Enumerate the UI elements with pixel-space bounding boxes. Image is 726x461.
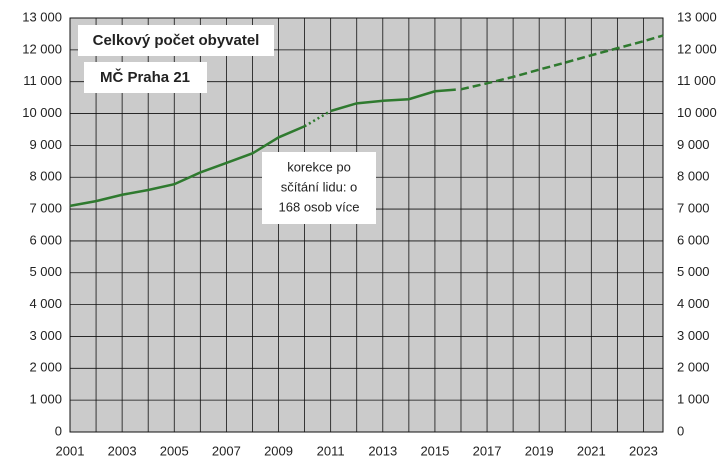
- x-tick-label: 2009: [264, 443, 293, 458]
- y2-tick-label: 2 000: [677, 360, 710, 375]
- y-tick-label: 6 000: [29, 232, 62, 247]
- chart-subtitle: MČ Praha 21: [100, 68, 190, 86]
- annotation: 168 osob více: [279, 199, 360, 214]
- series-line: [330, 88, 456, 113]
- series-line: [303, 109, 332, 128]
- y-tick-label: 7 000: [29, 201, 62, 216]
- plot-border: [69, 17, 664, 433]
- x-tick-label: 2013: [368, 443, 397, 458]
- y-tick-label: 11 000: [23, 73, 62, 88]
- y2-tick-label: 3 000: [677, 328, 710, 343]
- y2-tick-label: 7 000: [677, 201, 710, 216]
- y2-tick-label: 1 000: [677, 392, 710, 407]
- x-tick-label: 2005: [160, 443, 189, 458]
- annotation: sčítání lidu: o: [281, 179, 358, 194]
- y2-tick-label: 4 000: [677, 296, 710, 311]
- y2-tick-label: 13 000: [677, 9, 717, 24]
- series-line: [69, 125, 306, 208]
- x-tick-label: 2015: [420, 443, 449, 458]
- y-tick-label: 10 000: [22, 105, 62, 120]
- y-tick-label: 13 000: [22, 9, 62, 24]
- y2-tick-label: 10 000: [677, 105, 717, 120]
- annotation-box: [262, 152, 376, 224]
- y-tick-label: 4 000: [29, 296, 62, 311]
- x-tick-label: 2011: [317, 443, 345, 458]
- y2-tick-label: 9 000: [677, 137, 710, 152]
- x-tick-label: 2021: [577, 443, 606, 458]
- y2-tick-label: 8 000: [677, 169, 710, 184]
- y-tick-label: 1 000: [29, 392, 62, 407]
- y2-tick-label: 5 000: [677, 264, 710, 279]
- y2-tick-label: 12 000: [677, 41, 717, 56]
- y-tick-label: 8 000: [29, 169, 62, 184]
- y-tick-label: 2 000: [29, 360, 62, 375]
- x-tick-label: 2019: [525, 443, 554, 458]
- y-tick-label: 12 000: [22, 41, 62, 56]
- x-tick-label: 2001: [56, 443, 85, 458]
- y2-tick-label: 6 000: [677, 232, 710, 247]
- x-tick-label: 2023: [629, 443, 658, 458]
- x-tick-label: 2017: [473, 443, 502, 458]
- y-tick-label: 5 000: [29, 264, 62, 279]
- chart-title: Celkový počet obyvatel: [93, 32, 260, 49]
- y2-tick-label: 0: [677, 423, 684, 438]
- annotation: korekce po: [287, 159, 351, 174]
- y2-tick-label: 11 000: [677, 73, 716, 88]
- subtitle-box: [84, 62, 207, 93]
- y-tick-label: 0: [55, 423, 62, 438]
- title-box: [78, 25, 274, 56]
- x-tick-label: 2003: [108, 443, 137, 458]
- x-tick-label: 2007: [212, 443, 241, 458]
- y-tick-label: 9 000: [29, 137, 62, 152]
- y-tick-label: 3 000: [29, 328, 62, 343]
